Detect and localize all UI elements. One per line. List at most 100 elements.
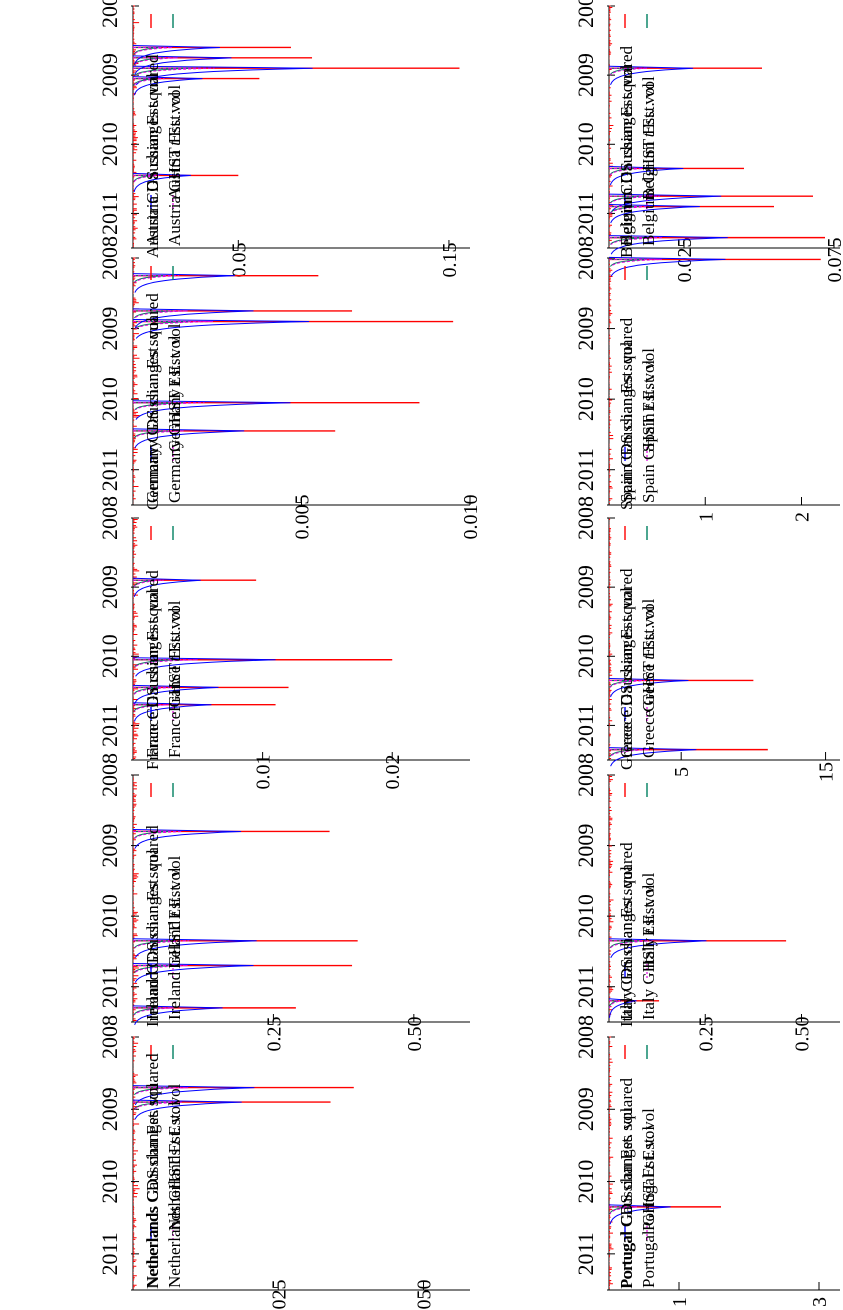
series-ghst-vol xyxy=(609,195,661,204)
series-t-vol xyxy=(133,275,167,283)
x-tick-label: 2010 xyxy=(97,122,122,166)
legend-t-label: Spain t Est. vol xyxy=(639,348,658,452)
y-tick-label: 0.50 xyxy=(404,1017,426,1052)
panel-france: 2008 2009 2010 2011 0.02 0.01 France CDS chang… xyxy=(97,496,470,790)
series-t-vol xyxy=(609,206,639,214)
series-gaussian-vol xyxy=(132,308,254,329)
series-ghst-vol xyxy=(133,67,215,76)
x-tick-label: 2008 xyxy=(573,236,598,280)
legend-ghst-label: Austria GHST Est. vol xyxy=(165,91,184,246)
x-tick-label: 2009 xyxy=(97,307,122,351)
series-ghst-vol xyxy=(133,1087,189,1096)
series-ghst-vol xyxy=(133,1101,183,1110)
panel-greece: 2008 2009 2010 2011 15 5 Greece CDS changes sq… xyxy=(573,496,840,782)
series-gaussian-vol xyxy=(132,684,219,705)
legend-ghst-label: Belgium GHST Est. vol xyxy=(639,83,658,246)
series-t-vol xyxy=(133,965,173,973)
series-t-vol xyxy=(133,659,180,668)
y-tick-label: 1 xyxy=(695,512,717,522)
x-tick-label: 2011 xyxy=(97,192,122,235)
series-t-vol xyxy=(133,430,170,439)
legend-t-label: Greece t Est. vol xyxy=(639,598,658,712)
series-gaussian-vol xyxy=(132,657,276,677)
series-gaussian-vol xyxy=(132,428,245,449)
series-t-vol xyxy=(133,67,192,76)
series-t-vol xyxy=(133,940,174,949)
x-tick-label: 2011 xyxy=(573,1232,598,1275)
series-ghst-vol xyxy=(609,749,649,757)
series-ghst-vol xyxy=(133,310,188,319)
y-tick-label: 0.02 xyxy=(382,755,404,790)
x-tick-label: 2009 xyxy=(573,565,598,609)
series-ghst-vol xyxy=(133,57,178,66)
series-t-vol xyxy=(609,258,648,267)
panel-portugal: 2008 2009 2010 2011 3 1 Portugal CDS changes s… xyxy=(573,1015,840,1307)
x-tick-label: 2009 xyxy=(573,1087,598,1131)
panel-spain: 2008 2009 2010 2011 2 1 Spain CDS changes squa… xyxy=(573,236,840,522)
legend-cds-label: Austria CDS changes squared xyxy=(143,54,162,258)
x-tick-label: 2009 xyxy=(97,824,122,868)
x-tick-label: 2010 xyxy=(97,377,122,421)
legend-cds-label: Spain CDS changes squared xyxy=(617,317,636,510)
legend-ghst-label: Spain GHST Est. vol xyxy=(639,359,658,503)
series-ghst-vol xyxy=(133,321,214,330)
series-ghst-vol xyxy=(133,965,188,973)
x-tick-label: 2010 xyxy=(573,634,598,678)
series-cds-noise xyxy=(609,517,613,759)
series-cds-noise xyxy=(609,257,614,504)
x-tick-label: 2010 xyxy=(573,1160,598,1204)
legend-ghst-label: France GHST Est. vol xyxy=(165,607,184,758)
series-t-vol xyxy=(133,321,191,329)
legend-t-label: Netherlands t Est. vol xyxy=(165,1083,184,1231)
legend-ghst-label: Portugal GHST Est. vol xyxy=(639,1126,658,1288)
series-gaussian-vol xyxy=(608,193,722,213)
y-tick-label: 1 xyxy=(669,1297,691,1307)
series-gaussian-vol xyxy=(132,1005,223,1026)
x-tick-label: 2008 xyxy=(97,236,122,280)
y-tick-label: 0.25 xyxy=(263,1017,285,1052)
series-cds-noise xyxy=(609,1036,614,1289)
legend-cds-label: Italy CDS changes squared xyxy=(617,842,636,1027)
series-gaussian-vol xyxy=(132,829,242,849)
series-ghst-vol xyxy=(609,1206,638,1215)
panel-italy: 2008 2009 2010 2011 0.50 0.25 Italy CDS change… xyxy=(573,753,840,1052)
y-tick-label: 0.05 xyxy=(228,243,250,278)
x-tick-label: 2008 xyxy=(97,753,122,797)
legend-cds-label: Germany CDS changes squared xyxy=(143,293,162,510)
legend-ghst-label: Ireland GHST Est. vol xyxy=(165,867,184,1020)
y-tick-label: 0.15 xyxy=(439,243,461,278)
series-cds-noise xyxy=(133,257,140,504)
x-tick-label: 2009 xyxy=(573,824,598,868)
series-gaussian-vol xyxy=(132,577,201,597)
legend: Spain CDS changes squared Spain t Est. vo… xyxy=(617,266,658,510)
legend-gaussian-label: France Gaussian Est. vol xyxy=(143,589,162,758)
series-gaussian-vol xyxy=(608,204,700,224)
series-cds-noise xyxy=(133,517,140,759)
series-gaussian-vol xyxy=(132,938,257,959)
x-tick-label: 2010 xyxy=(97,894,122,938)
legend: Netherlands CDS changes squared Netherlan… xyxy=(143,1045,184,1289)
series-cds-noise xyxy=(133,5,140,247)
series-gaussian-vol xyxy=(132,45,220,65)
series-gaussian-vol xyxy=(132,400,291,420)
series-gaussian-vol xyxy=(608,998,637,1018)
series-ghst-vol xyxy=(133,831,183,839)
series-ghst-vol xyxy=(609,237,664,245)
legend-cds-label: Portugal CDS changes squared xyxy=(617,1077,636,1289)
series-ghst-vol xyxy=(609,940,654,949)
legend-gaussian-label: Ireland Gaussian Est. vol xyxy=(143,849,162,1020)
series-cds-noise xyxy=(609,774,614,1021)
y-tick-label: 0.25 xyxy=(695,1017,717,1052)
series-gaussian-vol xyxy=(608,166,684,186)
legend-ghst-label: Italy GHST Est. vol xyxy=(639,884,658,1020)
legend-gaussian-label: Austria Gaussian Est. vol xyxy=(143,73,162,246)
legend-gaussian-label: Netherlands Gaussian Est. vol xyxy=(143,1083,162,1288)
legend-ghst-label: Greece GHST Est. vol xyxy=(639,605,658,758)
legend-gaussian-label: Belgium Gaussian Est. vol xyxy=(617,64,636,246)
series-ghst-vol xyxy=(133,659,198,668)
x-tick-label: 2011 xyxy=(573,704,598,747)
x-tick-label: 2009 xyxy=(97,53,122,97)
series-gaussian-vol xyxy=(608,747,697,767)
x-tick-label: 2010 xyxy=(573,122,598,166)
